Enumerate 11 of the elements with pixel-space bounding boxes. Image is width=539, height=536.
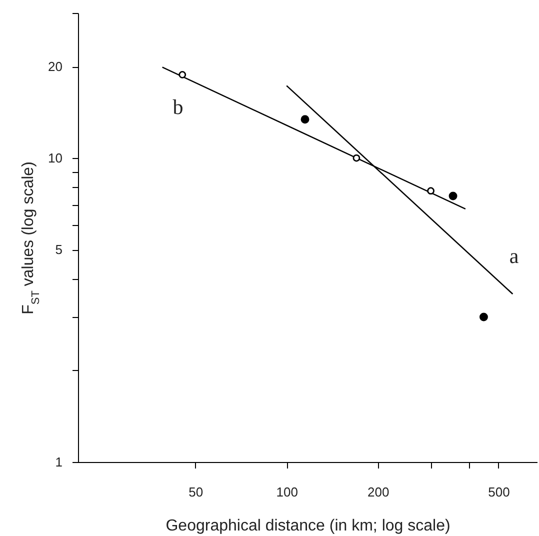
x-axis-title: Geographical distance (in km; log scale) — [166, 518, 450, 534]
y-tick-label: 5 — [55, 242, 62, 258]
y-tick-label: 10 — [48, 150, 62, 166]
x-tick-label: 100 — [276, 484, 298, 500]
x-tick-label: 200 — [368, 484, 390, 500]
annotation: b — [172, 95, 184, 119]
x-tick-label: 50 — [188, 484, 204, 500]
x-tick-label: 500 — [488, 484, 510, 500]
y-tick-label: 1 — [55, 454, 62, 470]
y-tick-label: 20 — [48, 59, 62, 74]
annotation: a — [509, 244, 520, 268]
